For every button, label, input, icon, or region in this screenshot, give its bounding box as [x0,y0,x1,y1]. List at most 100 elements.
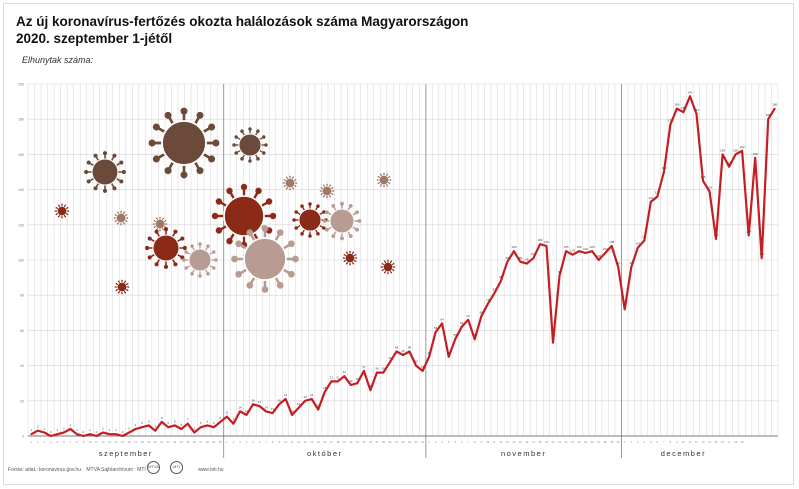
virus-icon [322,201,362,241]
x-day-tick-label: 14 [310,440,313,444]
data-label: 45 [427,351,431,355]
data-label: 37 [362,365,366,369]
virus-icon [113,210,129,226]
x-day-tick-label: 18 [539,440,542,444]
data-point [662,171,665,173]
data-point [656,195,659,198]
data-label: 48 [408,346,412,350]
y-tick-label: 40 [20,364,24,368]
x-day-tick-label: 5 [57,440,59,444]
x-day-tick-label: 15 [121,440,124,444]
data-point [180,428,183,430]
x-day-tick-label: 9 [676,440,678,444]
x-day-tick-label: 6 [259,440,261,444]
data-label: 36 [375,367,379,371]
y-tick-label: 20 [20,399,24,403]
x-day-tick-label: 2 [37,440,39,444]
data-label: 30 [356,377,360,381]
x-month-label: szeptember [99,449,153,458]
x-day-tick-label: 19 [147,440,150,444]
data-point [447,355,450,358]
x-day-tick-label: 1 [624,440,626,444]
data-point [199,426,202,429]
data-point [702,179,704,182]
data-label: 162 [740,145,745,149]
data-point [376,371,378,374]
data-point [89,433,91,436]
x-day-tick-label: 18 [336,440,339,444]
data-point [212,426,215,429]
x-day-tick-label: 16 [128,440,131,444]
data-label: 133 [648,196,653,200]
data-label: 5 [213,421,215,425]
x-day-tick-label: 29 [610,440,613,444]
x-day-tick-label: 5 [252,440,254,444]
data-point [695,113,698,115]
data-label: 31 [336,375,340,379]
data-label: 6 [207,419,209,423]
x-day-tick-label: 3 [239,440,241,444]
x-day-tick-label: 2 [435,440,437,444]
data-label: 72 [623,303,627,307]
data-label: 2 [43,426,45,430]
x-day-tick-label: 8 [272,440,274,444]
data-point [349,384,352,386]
data-point [297,406,300,409]
virus-icon [182,242,218,278]
data-point [43,431,46,434]
x-day-tick-label: 3 [441,440,443,444]
mtva-logo-icon: MTVA [147,461,160,474]
x-day-tick-label: 17 [330,440,333,444]
data-label: 107 [635,242,640,246]
data-point [728,165,730,168]
data-label: 114 [746,229,751,233]
x-day-tick-label: 7 [265,440,267,444]
data-label: 15 [317,404,321,408]
data-point [473,338,476,341]
data-label: 7 [233,418,235,422]
x-day-tick-label: 15 [317,440,320,444]
x-day-tick-label: 10 [284,440,287,444]
data-label: 4 [135,423,137,427]
data-point [239,410,241,413]
x-day-tick-label: 28 [206,440,209,444]
data-point [467,318,470,321]
x-day-tick-label: 28 [402,440,405,444]
data-point [676,107,678,110]
data-label: 59 [434,326,438,330]
data-label: 109 [537,238,542,242]
x-day-tick-label: 10 [486,440,489,444]
x-day-tick-label: 9 [481,440,483,444]
series-line [30,95,776,438]
data-label: 31 [330,375,334,379]
data-label: 186 [674,103,679,107]
data-label: 5 [167,421,169,425]
data-point [102,431,104,434]
data-label: 101 [531,252,536,256]
data-label: 184 [681,106,686,110]
data-label: 1 [115,428,117,432]
data-point [486,303,489,305]
data-point [565,250,567,253]
data-label: 1 [76,428,78,432]
data-point [265,410,267,413]
x-day-tick-label: 11 [291,440,294,444]
y-tick-label: 140 [18,188,24,192]
data-point [252,403,254,406]
x-day-tick-label: 18 [141,440,144,444]
data-point [128,431,130,434]
data-point [226,415,228,418]
data-label: 53 [551,337,555,341]
data-label: 7 [187,418,189,422]
virus-icon [152,216,168,232]
x-day-tick-label: 5 [454,440,456,444]
data-point [773,107,776,110]
x-day-tick-label: 6 [63,440,65,444]
data-point [512,250,515,253]
virus-icon [292,202,328,238]
x-day-tick-label: 10 [89,440,92,444]
x-day-tick-label: 12 [499,440,502,444]
data-point [271,412,274,415]
data-label: 5 [200,421,202,425]
virus-icon [148,107,220,179]
